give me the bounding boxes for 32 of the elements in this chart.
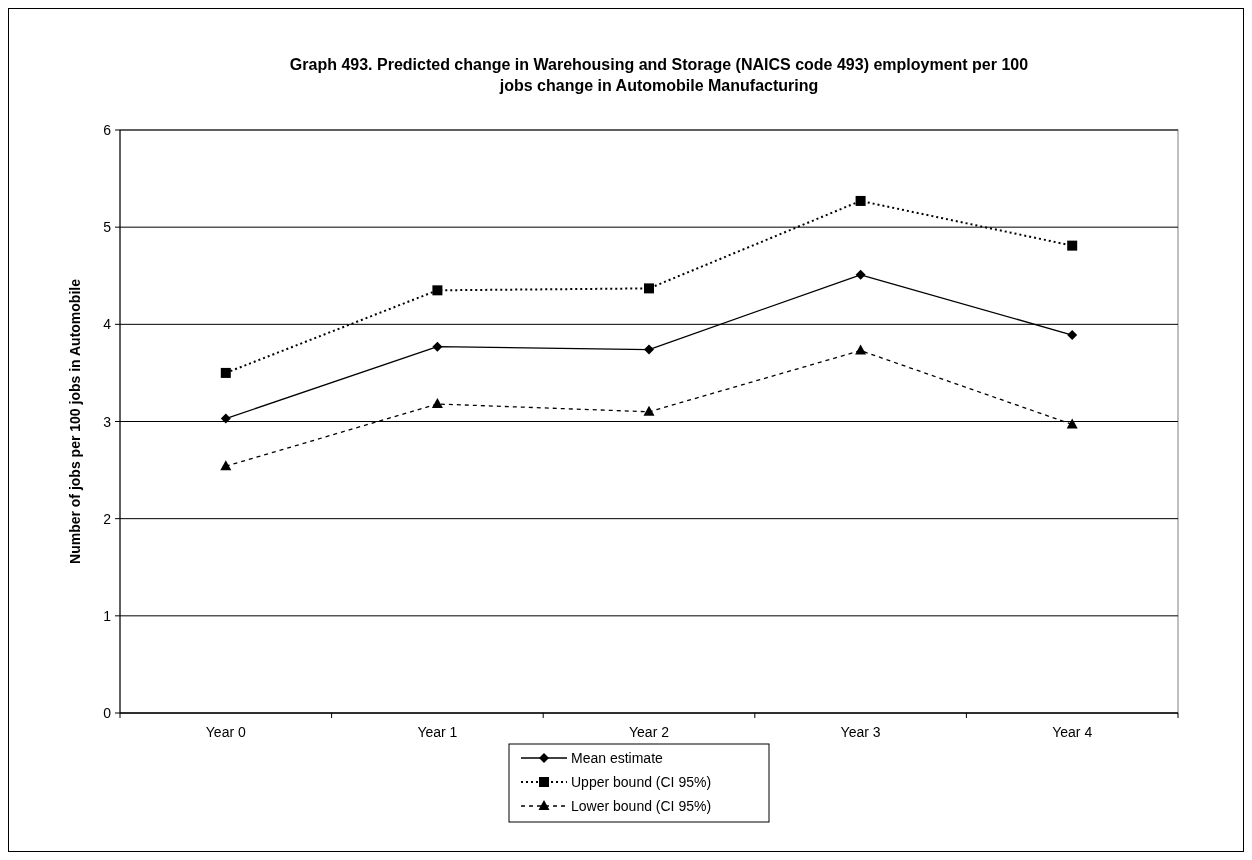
point — [644, 344, 654, 355]
point — [432, 341, 443, 352]
point — [220, 460, 232, 471]
x-tick-label: Year 3 — [840, 724, 881, 740]
point — [855, 344, 867, 355]
point — [643, 405, 655, 416]
point — [1067, 330, 1078, 341]
x-tick-label: Year 1 — [417, 724, 458, 740]
x-tick-label: Year 2 — [629, 724, 670, 740]
y-tick-label: 2 — [103, 510, 112, 527]
y-tick-label: 4 — [103, 316, 112, 333]
point — [1066, 418, 1078, 429]
legend-label: Lower bound (CI 95%) — [571, 798, 712, 814]
point — [432, 285, 443, 296]
point — [855, 195, 866, 206]
point — [644, 283, 654, 294]
y-axis-title: Number of jobs per 100 jobs in Automobile — [67, 278, 83, 564]
x-tick-label: Year 4 — [1052, 724, 1093, 740]
y-tick-label: 1 — [103, 607, 112, 624]
point — [220, 367, 231, 378]
legend-label: Upper bound (CI 95%) — [571, 774, 712, 790]
point — [1067, 240, 1078, 251]
y-tick-label: 5 — [103, 219, 112, 236]
point — [431, 398, 443, 409]
legend-label: Mean estimate — [571, 750, 664, 766]
chart-title: Graph 493. Predicted change in Warehousing and Storage (NAICS code 493) employment per 100 jobs change in Automobile Manufacturing — [289, 56, 1029, 94]
point — [220, 413, 231, 424]
y-tick-label: 3 — [103, 413, 112, 430]
x-tick-label: Year 0 — [205, 724, 246, 740]
point — [855, 269, 866, 280]
y-tick-label: 0 — [103, 705, 112, 721]
y-tick-label: 6 — [103, 122, 112, 138]
